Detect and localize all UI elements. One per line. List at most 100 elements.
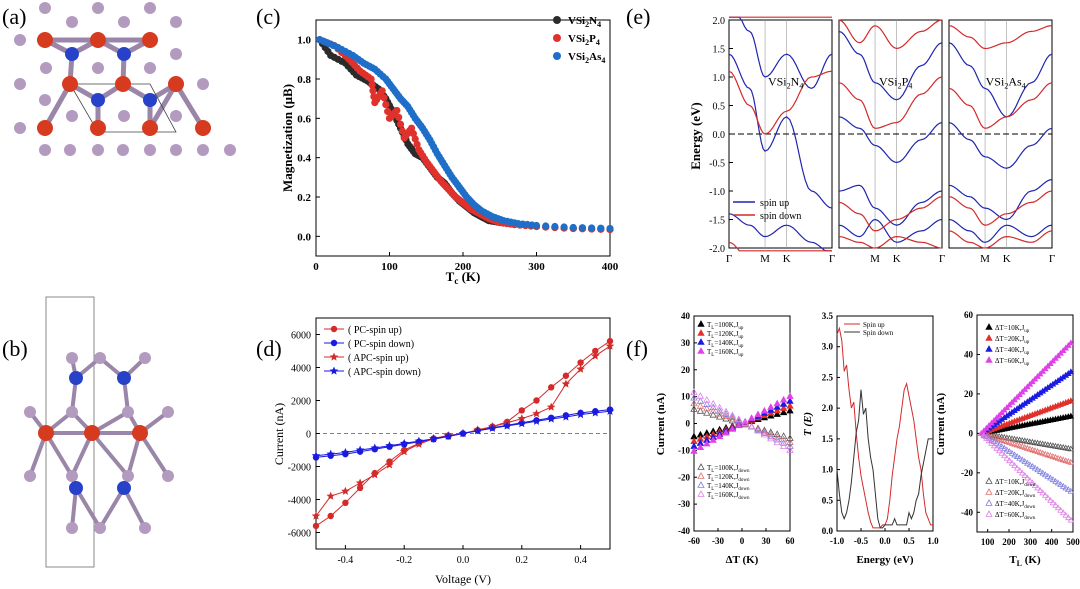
f3-legend-down-label: ΔT=20K,Jdown xyxy=(995,489,1036,499)
e-ytick-label: -1.0 xyxy=(709,187,725,198)
d-point-0 xyxy=(606,337,614,345)
f1-legend-down-label: TL=120K,Jdown xyxy=(707,473,750,483)
f1-point-down xyxy=(747,423,756,430)
d-legend-marker xyxy=(330,339,338,347)
f1-point-down xyxy=(690,393,698,401)
f1-legend-up-marker xyxy=(697,320,705,327)
f1-point-down xyxy=(779,439,788,446)
f1-point-down xyxy=(690,399,698,407)
f1-point-down xyxy=(709,399,717,407)
f1-point-down xyxy=(767,432,775,440)
d-legend-label: ( APC-spin down) xyxy=(348,367,421,378)
atom-n xyxy=(92,62,104,74)
f3-point-down xyxy=(1013,464,1021,471)
atom-n xyxy=(197,144,209,156)
f1-point-down xyxy=(760,426,769,434)
f1-legend-up-label: TL=120K,Jup xyxy=(707,330,744,340)
atom-n xyxy=(66,522,78,534)
f2-ylabel: T (E) xyxy=(802,412,814,436)
atom-n xyxy=(94,522,106,534)
atom-n xyxy=(139,522,151,534)
f3-point-up xyxy=(1067,412,1075,419)
f3-legend-down-marker xyxy=(985,488,993,495)
atom-n xyxy=(66,352,78,364)
e-band-down xyxy=(838,235,943,249)
f1-point-down xyxy=(760,430,769,438)
d-star-3 xyxy=(414,436,424,445)
e-subpanel-label: VSi2As4 xyxy=(986,75,1026,91)
f1-point-up xyxy=(735,421,743,429)
c-point-vsi2p4 xyxy=(367,75,375,83)
f1-point-up xyxy=(786,401,794,409)
f3-point-down xyxy=(998,443,1006,450)
atom-n xyxy=(39,144,51,156)
d-ylabel: Current (nA) xyxy=(272,403,286,465)
d-ytick-label: -2000 xyxy=(288,463,311,474)
f1-xtick-label: -30 xyxy=(712,536,724,546)
e-kpoint-label: M xyxy=(760,253,770,265)
d-xtick-label: -0.4 xyxy=(337,555,353,566)
atom-n xyxy=(144,144,156,156)
f3-point-down xyxy=(1026,477,1034,483)
c-ytick-label: 0.0 xyxy=(297,231,311,243)
f1-xlabel: ΔT (K) xyxy=(726,554,759,566)
f1-point-down xyxy=(760,429,769,436)
f1-point-down xyxy=(728,416,737,424)
f1-point-down xyxy=(715,403,724,411)
e-band-up xyxy=(948,218,1053,243)
f3-xtick-label: 500 xyxy=(1066,537,1080,547)
e-band-down xyxy=(728,241,832,252)
transmission-chart: T (E) Energy (eV) -1.0 -0.5 0.0 0.5 1.0 0.0 0.… xyxy=(802,311,939,566)
atom-si xyxy=(91,93,105,107)
d-legend-label: ( PC-spin up) xyxy=(348,325,402,336)
d-ytick-label: 0 xyxy=(306,430,311,441)
c-point-vsi2as4 xyxy=(606,224,614,233)
d-star-3 xyxy=(532,416,541,425)
f2-xtick-label: -0.5 xyxy=(854,536,869,546)
f2-legend-label: Spin up xyxy=(863,321,885,329)
f3-ytick-label: 60 xyxy=(964,310,974,320)
f3-legend-up-label: ΔT=40K,Jup xyxy=(995,346,1030,356)
c-point-vsi2p4 xyxy=(395,113,403,121)
atom-n xyxy=(122,470,134,482)
f1-point-down xyxy=(754,426,762,434)
f1-point-up xyxy=(773,406,781,414)
c-ytick-label: 0.2 xyxy=(297,192,311,204)
f1-point-down xyxy=(767,434,775,442)
f3-point-down xyxy=(990,442,998,449)
f3-legend-up-marker xyxy=(985,345,993,352)
d-star-2 xyxy=(370,470,380,479)
f1-ytick-label: -40 xyxy=(678,526,690,536)
e-band-up xyxy=(838,218,943,243)
f3-point-down xyxy=(1057,506,1064,513)
f1-point-up xyxy=(728,425,737,432)
atom-n xyxy=(94,352,106,364)
c-point-vsi2p4 xyxy=(378,87,386,95)
f1-point-down xyxy=(690,405,698,412)
f2-xtick-label: 0.0 xyxy=(879,536,891,546)
atom-v xyxy=(115,76,131,92)
f1-point-down xyxy=(728,415,737,422)
atom-n xyxy=(170,48,182,60)
panel-label-d: (d) xyxy=(256,336,282,361)
d-legend-marker xyxy=(330,325,338,333)
f3-point-down xyxy=(1057,481,1064,488)
f3-point-down xyxy=(1016,467,1023,474)
d-star-3 xyxy=(444,431,453,440)
f3-point-down xyxy=(1047,496,1054,503)
f3-point-down xyxy=(1052,477,1059,484)
d-ytick-label: 4000 xyxy=(291,364,311,375)
f2-ytick-label: 3.5 xyxy=(822,311,834,321)
e-band-down xyxy=(838,196,943,232)
f3-point-down xyxy=(1067,445,1075,452)
d-legend-label: ( PC-spin down) xyxy=(348,339,414,350)
atom-n xyxy=(144,62,156,74)
f1-point-down xyxy=(709,410,717,418)
magnetization-chart: Magnetization (μB) Tc (K) 0 100 200 300 400 0… xyxy=(280,15,619,286)
f1-legend-down-marker xyxy=(697,490,705,497)
f3-ytick-label: 0 xyxy=(969,428,974,438)
f1-point-down xyxy=(779,442,788,450)
atom-si xyxy=(117,47,131,61)
legend-marker-vsi2n4 xyxy=(553,16,561,24)
atom-n xyxy=(92,144,104,156)
